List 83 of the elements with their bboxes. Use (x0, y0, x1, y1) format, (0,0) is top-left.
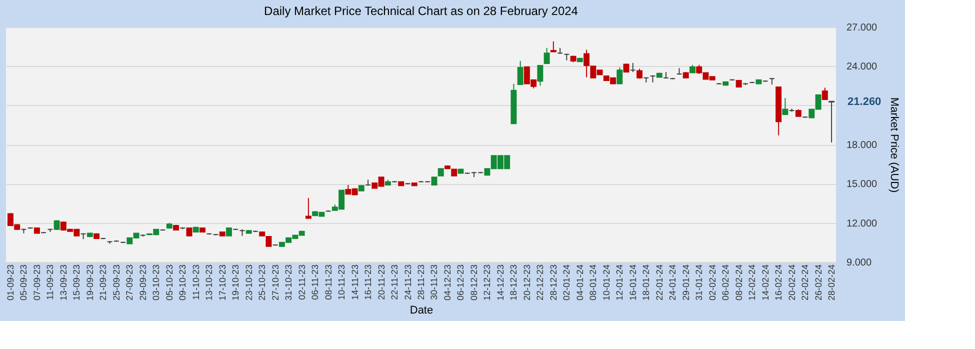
candlestick (630, 62, 636, 73)
x-tick-label: 25-10-23 (257, 264, 268, 301)
x-tick-label: 16-01-24 (628, 264, 638, 301)
y-tick-label: 12.000 (846, 218, 878, 230)
x-tick-label: 08-11-23 (323, 264, 334, 300)
x-tick-label: 02-01-24 (562, 264, 572, 301)
x-tick-label: 16-02-24 (774, 264, 784, 301)
x-tick-label: 21-09-23 (98, 264, 108, 301)
candlestick (537, 65, 544, 86)
y-axis-title: Market Price (AUD) (888, 97, 900, 193)
x-tick-label: 06-12-23 (456, 264, 466, 301)
x-tick-label: 08-12-23 (468, 264, 479, 301)
x-tick-label: 13-09-23 (58, 264, 68, 301)
x-tick-label: 20-11-23 (376, 264, 386, 300)
x-tick-label: 01-09-23 (5, 264, 16, 301)
x-tick-label: 22-02-24 (800, 264, 810, 301)
x-tick-label: 15-09-23 (72, 264, 82, 301)
x-tick-label: 27-10-23 (270, 264, 280, 301)
x-tick-label: 28-12-23 (548, 264, 558, 301)
x-tick-label: 31-10-23 (284, 264, 294, 301)
x-tick-label: 22-11-23 (390, 264, 400, 300)
x-tick-label: 20-12-23 (522, 264, 532, 301)
x-tick-label: 04-12-23 (442, 264, 452, 301)
x-tick-label: 09-10-23 (178, 264, 188, 301)
x-tick-label: 27-09-23 (124, 264, 135, 301)
x-axis-title: Date (410, 304, 434, 317)
x-tick-label: 12-02-24 (747, 264, 758, 301)
y-tick-label: 15.000 (846, 179, 878, 190)
x-tick-label: 10-11-23 (336, 264, 347, 300)
x-tick-label: 26-02-24 (813, 264, 824, 301)
x-tick-label: 05-09-23 (18, 264, 29, 301)
x-tick-label: 16-11-23 (363, 264, 374, 300)
x-tick-label: 02-11-23 (296, 264, 307, 300)
y-tick-label: 18.000 (846, 140, 878, 151)
x-tick-label: 28-02-24 (826, 264, 837, 301)
x-tick-label: 08-02-24 (734, 264, 744, 301)
x-tick-label: 12-01-24 (614, 264, 625, 301)
x-tick-label: 14-12-23 (495, 264, 506, 301)
candlestick (782, 98, 788, 115)
x-tick-label: 18-01-24 (641, 264, 652, 301)
y-tick-label: 27.000 (846, 22, 878, 34)
candlestick (544, 47, 550, 64)
x-tick-label: 30-11-23 (429, 264, 440, 300)
x-tick-label: 24-11-23 (402, 264, 413, 300)
x-tick-label: 08-01-24 (588, 264, 598, 301)
x-tick-label: 06-11-23 (310, 264, 320, 300)
x-tick-label: 25-09-23 (111, 264, 122, 301)
x-tick-label: 22-01-24 (654, 264, 664, 301)
x-tick-label: 22-12-23 (535, 264, 546, 301)
x-tick-label: 07-09-23 (32, 264, 42, 301)
candlestick (517, 60, 524, 85)
x-tick-label: 11-10-23 (190, 264, 201, 300)
x-tick-label: 24-01-24 (668, 264, 678, 301)
x-tick-label: 19-10-23 (230, 264, 241, 301)
candlestick (616, 66, 623, 84)
x-tick-label: 29-01-24 (680, 264, 691, 301)
x-tick-label: 12-12-23 (482, 264, 492, 301)
x-tick-label: 19-09-23 (84, 264, 95, 301)
x-tick-label: 29-09-23 (138, 264, 148, 301)
x-tick-label: 03-10-23 (151, 264, 162, 301)
x-tick-label: 18-12-23 (508, 264, 519, 301)
x-tick-label: 14-02-24 (760, 264, 770, 301)
x-tick-label: 11-09-23 (45, 264, 56, 300)
x-tick-label: 10-01-24 (601, 264, 612, 301)
x-tick-label: 28-11-23 (416, 264, 426, 300)
candlestick (822, 87, 828, 100)
x-tick-label: 06-02-24 (720, 264, 731, 301)
chart-title: Daily Market Price Technical Chart as on 28 February 2024 (264, 4, 578, 18)
y-tick-label: 9.000 (846, 258, 872, 268)
y-tick-label: 24.000 (846, 62, 878, 73)
x-tick-label: 13-10-23 (204, 264, 214, 301)
x-tick-label: 05-10-23 (164, 264, 174, 301)
x-tick-label: 23-10-23 (244, 264, 254, 301)
x-tick-label: 14-11-23 (350, 264, 360, 300)
candlestick (305, 198, 312, 220)
x-tick-label: 17-10-23 (217, 264, 228, 301)
candlestick (828, 100, 835, 144)
candlestick (550, 40, 556, 52)
x-tick-label: 20-02-24 (786, 264, 797, 301)
x-tick-label: 31-01-24 (694, 264, 704, 301)
x-tick-label: 04-01-24 (574, 264, 585, 301)
annotation: 21.260 (848, 96, 882, 108)
x-tick-label: 02-02-24 (707, 264, 718, 301)
